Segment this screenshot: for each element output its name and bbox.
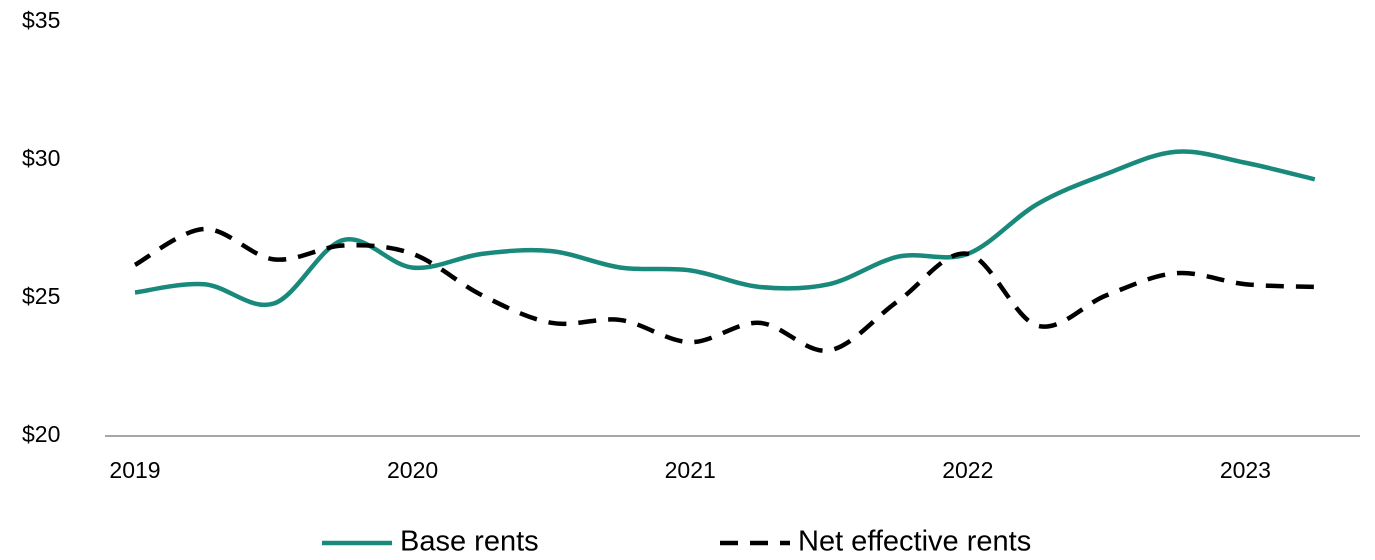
y-tick-label: $20 <box>22 421 60 447</box>
y-tick-label: $35 <box>22 7 60 33</box>
legend-label: Net effective rents <box>798 526 1031 558</box>
legend-label: Base rents <box>400 526 539 558</box>
x-tick-label: 2019 <box>109 457 160 483</box>
x-tick-label: 2020 <box>387 457 438 483</box>
series-line <box>133 226 1315 353</box>
series-line <box>134 149 1316 308</box>
x-tick-label: 2022 <box>942 457 993 483</box>
y-tick-label: $30 <box>22 145 60 171</box>
x-tick-label: 2021 <box>665 457 716 483</box>
x-tick-label: 2023 <box>1220 457 1271 483</box>
y-tick-label: $25 <box>22 283 60 309</box>
